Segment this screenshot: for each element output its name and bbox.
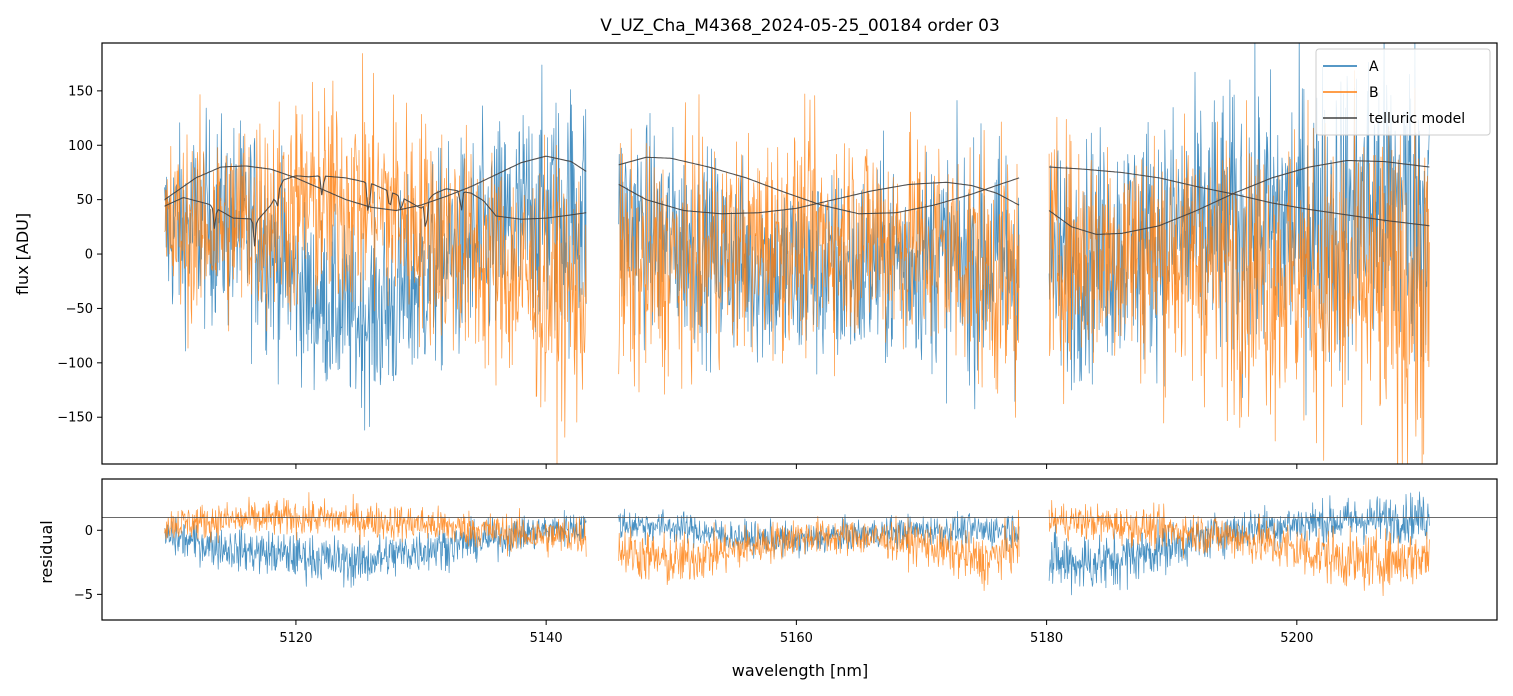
- telluric-model-curve-5: [1049, 166, 1430, 227]
- flux-x-ticks: [295, 464, 1298, 469]
- series-b-flux-segment-3: [1048, 70, 1430, 464]
- flux-y-tick-label: 0: [85, 248, 93, 263]
- series-a-residual-segment-3: [1048, 491, 1430, 596]
- x-tick-label: 5160: [780, 631, 813, 646]
- residual-plot-area: [102, 491, 1497, 597]
- series-a-flux-segment-3: [1048, 43, 1430, 416]
- legend-box: [1315, 48, 1491, 136]
- legend-label-a: A: [1369, 59, 1379, 75]
- residual-panel-frame: [101, 478, 1498, 621]
- flux-y-tick-label: 50: [76, 193, 93, 208]
- x-tick-label: 5120: [279, 631, 312, 646]
- telluric-model-curve-3: [618, 156, 1020, 215]
- x-tick-label: 5140: [530, 631, 563, 646]
- series-b-residual-segment-2: [618, 509, 1020, 591]
- residual-panel: −5 0 5120 5140 5160 5180 5200 residual wavele…: [37, 478, 1498, 680]
- flux-plot-area: [164, 43, 1430, 464]
- residual-y-tick-label: −5: [74, 588, 93, 603]
- chart-title: V_UZ_Cha_M4368_2024-05-25_00184 order 03: [600, 16, 1000, 36]
- flux-y-axis-label: flux [ADU]: [13, 213, 32, 295]
- telluric-model-curve-1: [164, 155, 587, 211]
- residual-x-ticks: 5120 5140 5160 5180 5200: [279, 620, 1313, 646]
- telluric-model-curve-6: [1048, 159, 1430, 235]
- legend-label-b: B: [1369, 85, 1379, 101]
- x-tick-label: 5200: [1280, 631, 1313, 646]
- residual-y-tick-label: 0: [85, 524, 93, 539]
- x-axis-label: wavelength [nm]: [732, 661, 869, 680]
- flux-panel: −150 −100 −50 0 50 100 150 flux [ADU] A B tell…: [13, 42, 1498, 469]
- flux-y-tick-label: 150: [68, 84, 93, 99]
- flux-y-tick-label: −50: [66, 302, 93, 317]
- flux-y-tick-label: −150: [57, 411, 93, 426]
- legend: A B telluric model: [1315, 48, 1491, 136]
- flux-y-ticks: −150 −100 −50 0 50 100 150: [57, 84, 102, 426]
- telluric-model-curve-2: [164, 175, 587, 247]
- flux-y-tick-label: 100: [68, 139, 93, 154]
- series-b-residual-segment-3: [1048, 500, 1430, 597]
- series-b-residual-segment-1: [164, 492, 587, 558]
- residual-y-axis-label: residual: [37, 520, 56, 583]
- residual-y-ticks: −5 0: [74, 524, 102, 603]
- x-tick-label: 5180: [1030, 631, 1063, 646]
- flux-y-tick-label: −100: [57, 356, 93, 371]
- telluric-model-curve-4: [618, 181, 1020, 215]
- legend-label-telluric: telluric model: [1369, 111, 1465, 127]
- series-b-flux-segment-2: [618, 93, 1020, 418]
- flux-panel-frame: [101, 42, 1498, 465]
- series-b-flux-segment-1: [164, 53, 587, 464]
